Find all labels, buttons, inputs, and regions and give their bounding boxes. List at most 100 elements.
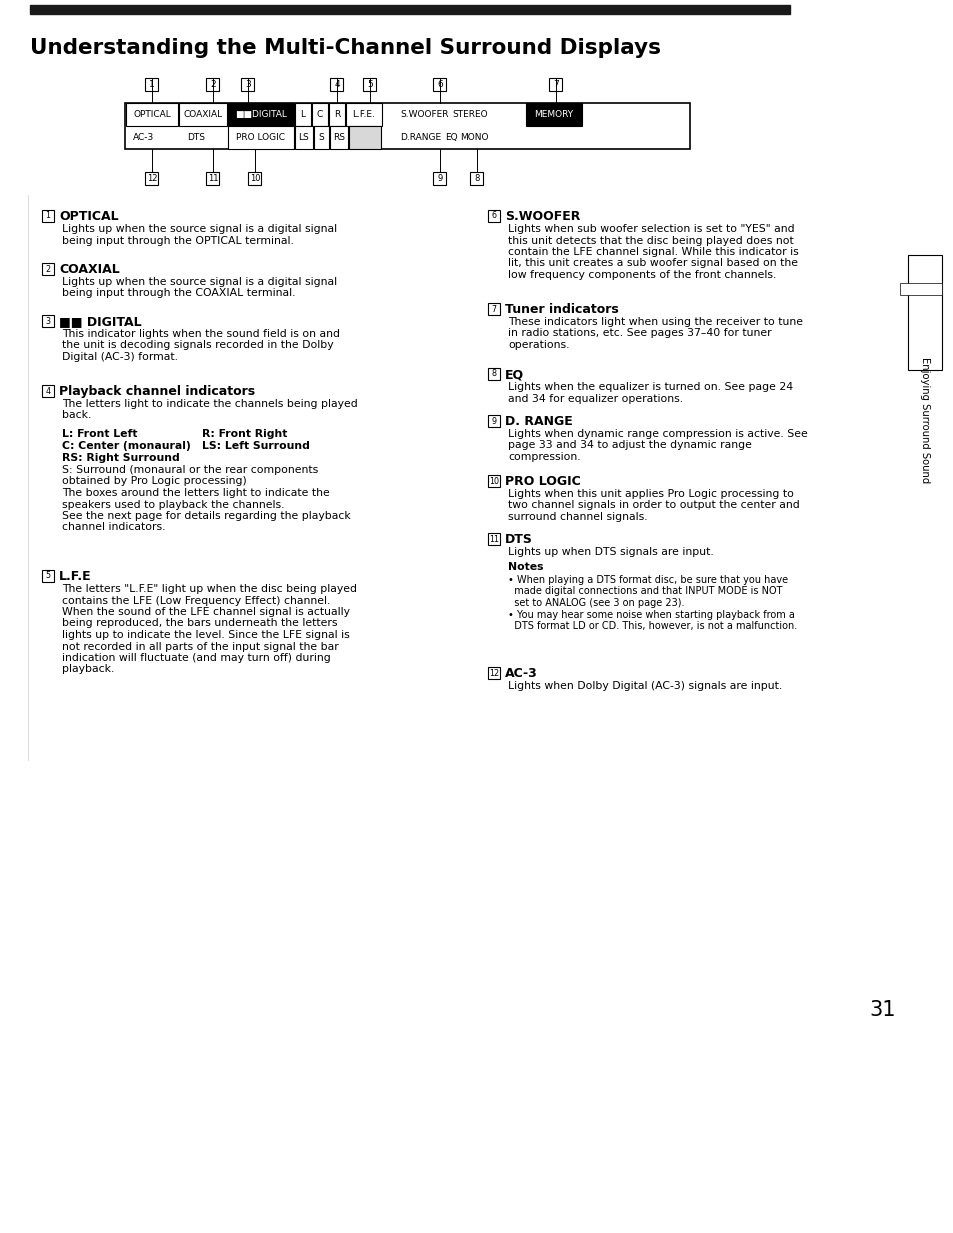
Bar [42, 385, 54, 397]
Text: 6: 6 [491, 212, 496, 221]
Text: 8: 8 [474, 174, 479, 182]
Text: back.: back. [62, 411, 91, 420]
Text: D.RANGE: D.RANGE [399, 133, 440, 142]
Text: Playback channel indicators: Playback channel indicators [59, 385, 254, 398]
Text: See the next page for details regarding the playback: See the next page for details regarding … [62, 510, 351, 522]
Bar [470, 171, 483, 185]
Text: STEREO: STEREO [452, 110, 487, 120]
Text: 10: 10 [489, 476, 498, 486]
Bar [146, 78, 158, 91]
Text: indication will fluctuate (and may turn off) during: indication will fluctuate (and may turn … [62, 653, 331, 663]
Text: OPTICAL: OPTICAL [133, 110, 171, 120]
Text: the unit is decoding signals recorded in the Dolby: the unit is decoding signals recorded in… [62, 340, 334, 350]
Text: contains the LFE (Low Frequency Effect) channel.: contains the LFE (Low Frequency Effect) … [62, 596, 330, 605]
Bar [228, 104, 294, 126]
Text: two channel signals in order to output the center and: two channel signals in order to output t… [507, 501, 799, 510]
Bar [488, 210, 499, 222]
Bar [206, 78, 219, 91]
Text: 9: 9 [436, 174, 442, 182]
Bar [488, 416, 499, 427]
Text: When the sound of the LFE channel signal is actually: When the sound of the LFE channel signal… [62, 607, 350, 616]
Text: DTS format LD or CD. This, however, is not a malfunction.: DTS format LD or CD. This, however, is n… [507, 621, 797, 631]
Text: L.F.E.: L.F.E. [353, 110, 375, 120]
Text: C: Center (monaural): C: Center (monaural) [62, 441, 191, 451]
Text: Lights up when the source signal is a digital signal: Lights up when the source signal is a di… [62, 224, 336, 234]
Text: • You may hear some noise when starting playback from a: • You may hear some noise when starting … [507, 609, 794, 619]
Text: surround channel signals.: surround channel signals. [507, 512, 647, 522]
Text: EQ: EQ [504, 367, 523, 381]
Bar [312, 104, 328, 126]
Bar [907, 255, 941, 370]
Bar [330, 78, 343, 91]
Text: compression.: compression. [507, 453, 580, 462]
Text: Lights up when DTS signals are input.: Lights up when DTS signals are input. [507, 547, 713, 557]
Text: R: R [334, 110, 340, 120]
Text: 5: 5 [46, 572, 51, 581]
Bar [294, 104, 311, 126]
Bar [488, 475, 499, 487]
Text: PRO LOGIC: PRO LOGIC [236, 133, 285, 142]
Text: OPTICAL: OPTICAL [59, 210, 118, 223]
Text: • When playing a DTS format disc, be sure that you have: • When playing a DTS format disc, be sur… [507, 575, 787, 584]
Text: L.F.E: L.F.E [59, 570, 91, 583]
Bar [330, 126, 348, 149]
Bar [248, 171, 261, 185]
Text: set to ANALOG (see 3 on page 23).: set to ANALOG (see 3 on page 23). [507, 598, 684, 608]
Text: The letters light to indicate the channels being played: The letters light to indicate the channe… [62, 399, 357, 409]
Text: being input through the COAXIAL terminal.: being input through the COAXIAL terminal… [62, 289, 295, 298]
Text: PRO LOGIC: PRO LOGIC [504, 475, 580, 488]
Text: Lights when dynamic range compression is active. See: Lights when dynamic range compression is… [507, 429, 807, 439]
Bar [42, 210, 54, 222]
Bar [433, 78, 446, 91]
Text: 4: 4 [334, 80, 339, 89]
Text: 8: 8 [491, 370, 496, 379]
Bar [314, 126, 329, 149]
Text: COAXIAL: COAXIAL [183, 110, 222, 120]
Text: lights up to indicate the level. Since the LFE signal is: lights up to indicate the level. Since t… [62, 630, 350, 640]
Bar [179, 104, 227, 126]
Bar [329, 104, 345, 126]
Text: low frequency components of the front channels.: low frequency components of the front ch… [507, 270, 776, 280]
Text: L: L [300, 110, 305, 120]
Text: RS: Right Surround: RS: Right Surround [62, 453, 179, 464]
Bar [241, 78, 254, 91]
Text: AC-3: AC-3 [504, 667, 537, 681]
Text: Lights when the equalizer is turned on. See page 24: Lights when the equalizer is turned on. … [507, 382, 792, 392]
Bar [126, 104, 178, 126]
Text: 4: 4 [46, 386, 51, 396]
Text: channel indicators.: channel indicators. [62, 523, 165, 533]
Text: 11: 11 [208, 174, 218, 182]
Text: 1: 1 [149, 80, 154, 89]
Text: 2: 2 [210, 80, 215, 89]
Text: DTS: DTS [504, 533, 533, 546]
Text: 3: 3 [245, 80, 251, 89]
Text: 7: 7 [491, 305, 497, 313]
Text: 10: 10 [250, 174, 260, 182]
Text: 2: 2 [46, 265, 51, 274]
Text: These indicators light when using the receiver to tune: These indicators light when using the re… [507, 317, 802, 327]
Text: Digital (AC-3) format.: Digital (AC-3) format. [62, 351, 178, 363]
Text: This indicator lights when the sound field is on and: This indicator lights when the sound fie… [62, 329, 339, 339]
Text: ■■ DIGITAL: ■■ DIGITAL [59, 314, 141, 328]
Text: being reproduced, the bars underneath the letters: being reproduced, the bars underneath th… [62, 619, 337, 629]
Text: LS: LS [298, 133, 309, 142]
Text: 1: 1 [46, 212, 51, 221]
Text: 11: 11 [489, 534, 498, 544]
Bar [488, 667, 499, 679]
Bar [549, 78, 562, 91]
Text: 6: 6 [436, 80, 442, 89]
Text: 7: 7 [553, 80, 558, 89]
Bar [433, 171, 446, 185]
Text: 12: 12 [147, 174, 157, 182]
Text: Enjoying Surround Sound: Enjoying Surround Sound [919, 356, 929, 483]
Text: Lights up when the source signal is a digital signal: Lights up when the source signal is a di… [62, 277, 336, 287]
Bar [206, 171, 219, 185]
Text: and 34 for equalizer operations.: and 34 for equalizer operations. [507, 393, 682, 403]
Text: in radio stations, etc. See pages 37–40 for tuner: in radio stations, etc. See pages 37–40 … [507, 328, 771, 339]
Text: 3: 3 [46, 317, 51, 326]
Text: 12: 12 [489, 668, 498, 677]
Text: operations.: operations. [507, 340, 569, 350]
Bar [346, 104, 381, 126]
Text: 5: 5 [367, 80, 373, 89]
Text: speakers used to playback the channels.: speakers used to playback the channels. [62, 499, 284, 509]
